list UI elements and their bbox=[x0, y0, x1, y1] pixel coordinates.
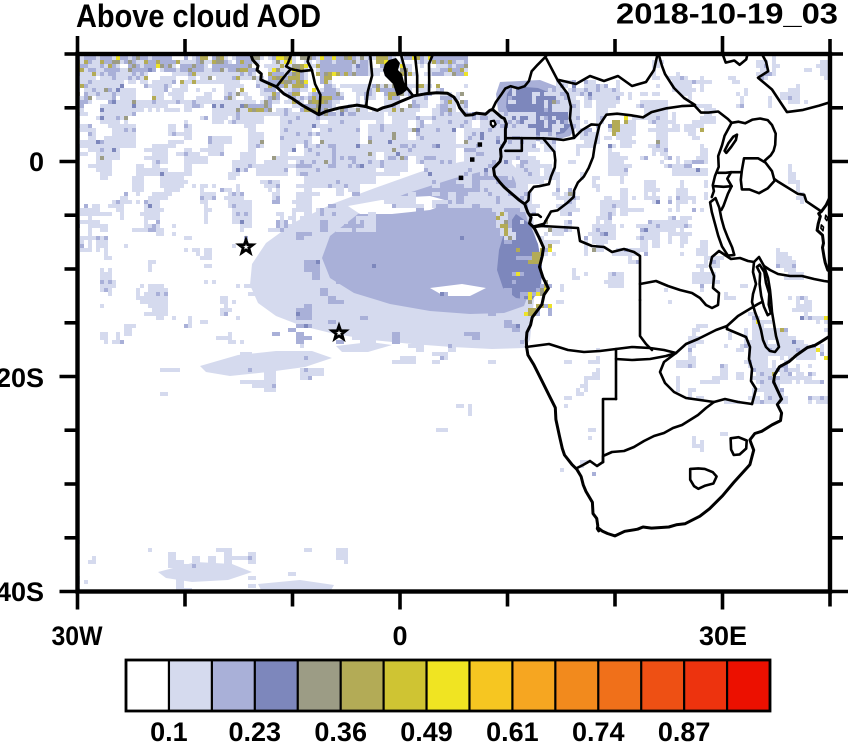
svg-text:Above cloud AOD: Above cloud AOD bbox=[76, 0, 321, 34]
svg-text:0.1: 0.1 bbox=[150, 717, 188, 747]
svg-text:0.61: 0.61 bbox=[486, 717, 539, 747]
svg-text:30E: 30E bbox=[699, 621, 747, 651]
svg-text:2018-10-19_03: 2018-10-19_03 bbox=[616, 0, 838, 31]
svg-text:30W: 30W bbox=[52, 621, 103, 651]
svg-text:0.87: 0.87 bbox=[658, 717, 711, 747]
svg-text:0.36: 0.36 bbox=[314, 717, 367, 747]
svg-text:0.74: 0.74 bbox=[572, 717, 625, 747]
svg-text:0: 0 bbox=[29, 147, 44, 177]
svg-text:40S: 40S bbox=[0, 577, 44, 607]
svg-text:0: 0 bbox=[392, 621, 407, 651]
svg-text:20S: 20S bbox=[0, 363, 44, 393]
svg-text:0.23: 0.23 bbox=[229, 717, 282, 747]
svg-text:0.49: 0.49 bbox=[400, 717, 453, 747]
